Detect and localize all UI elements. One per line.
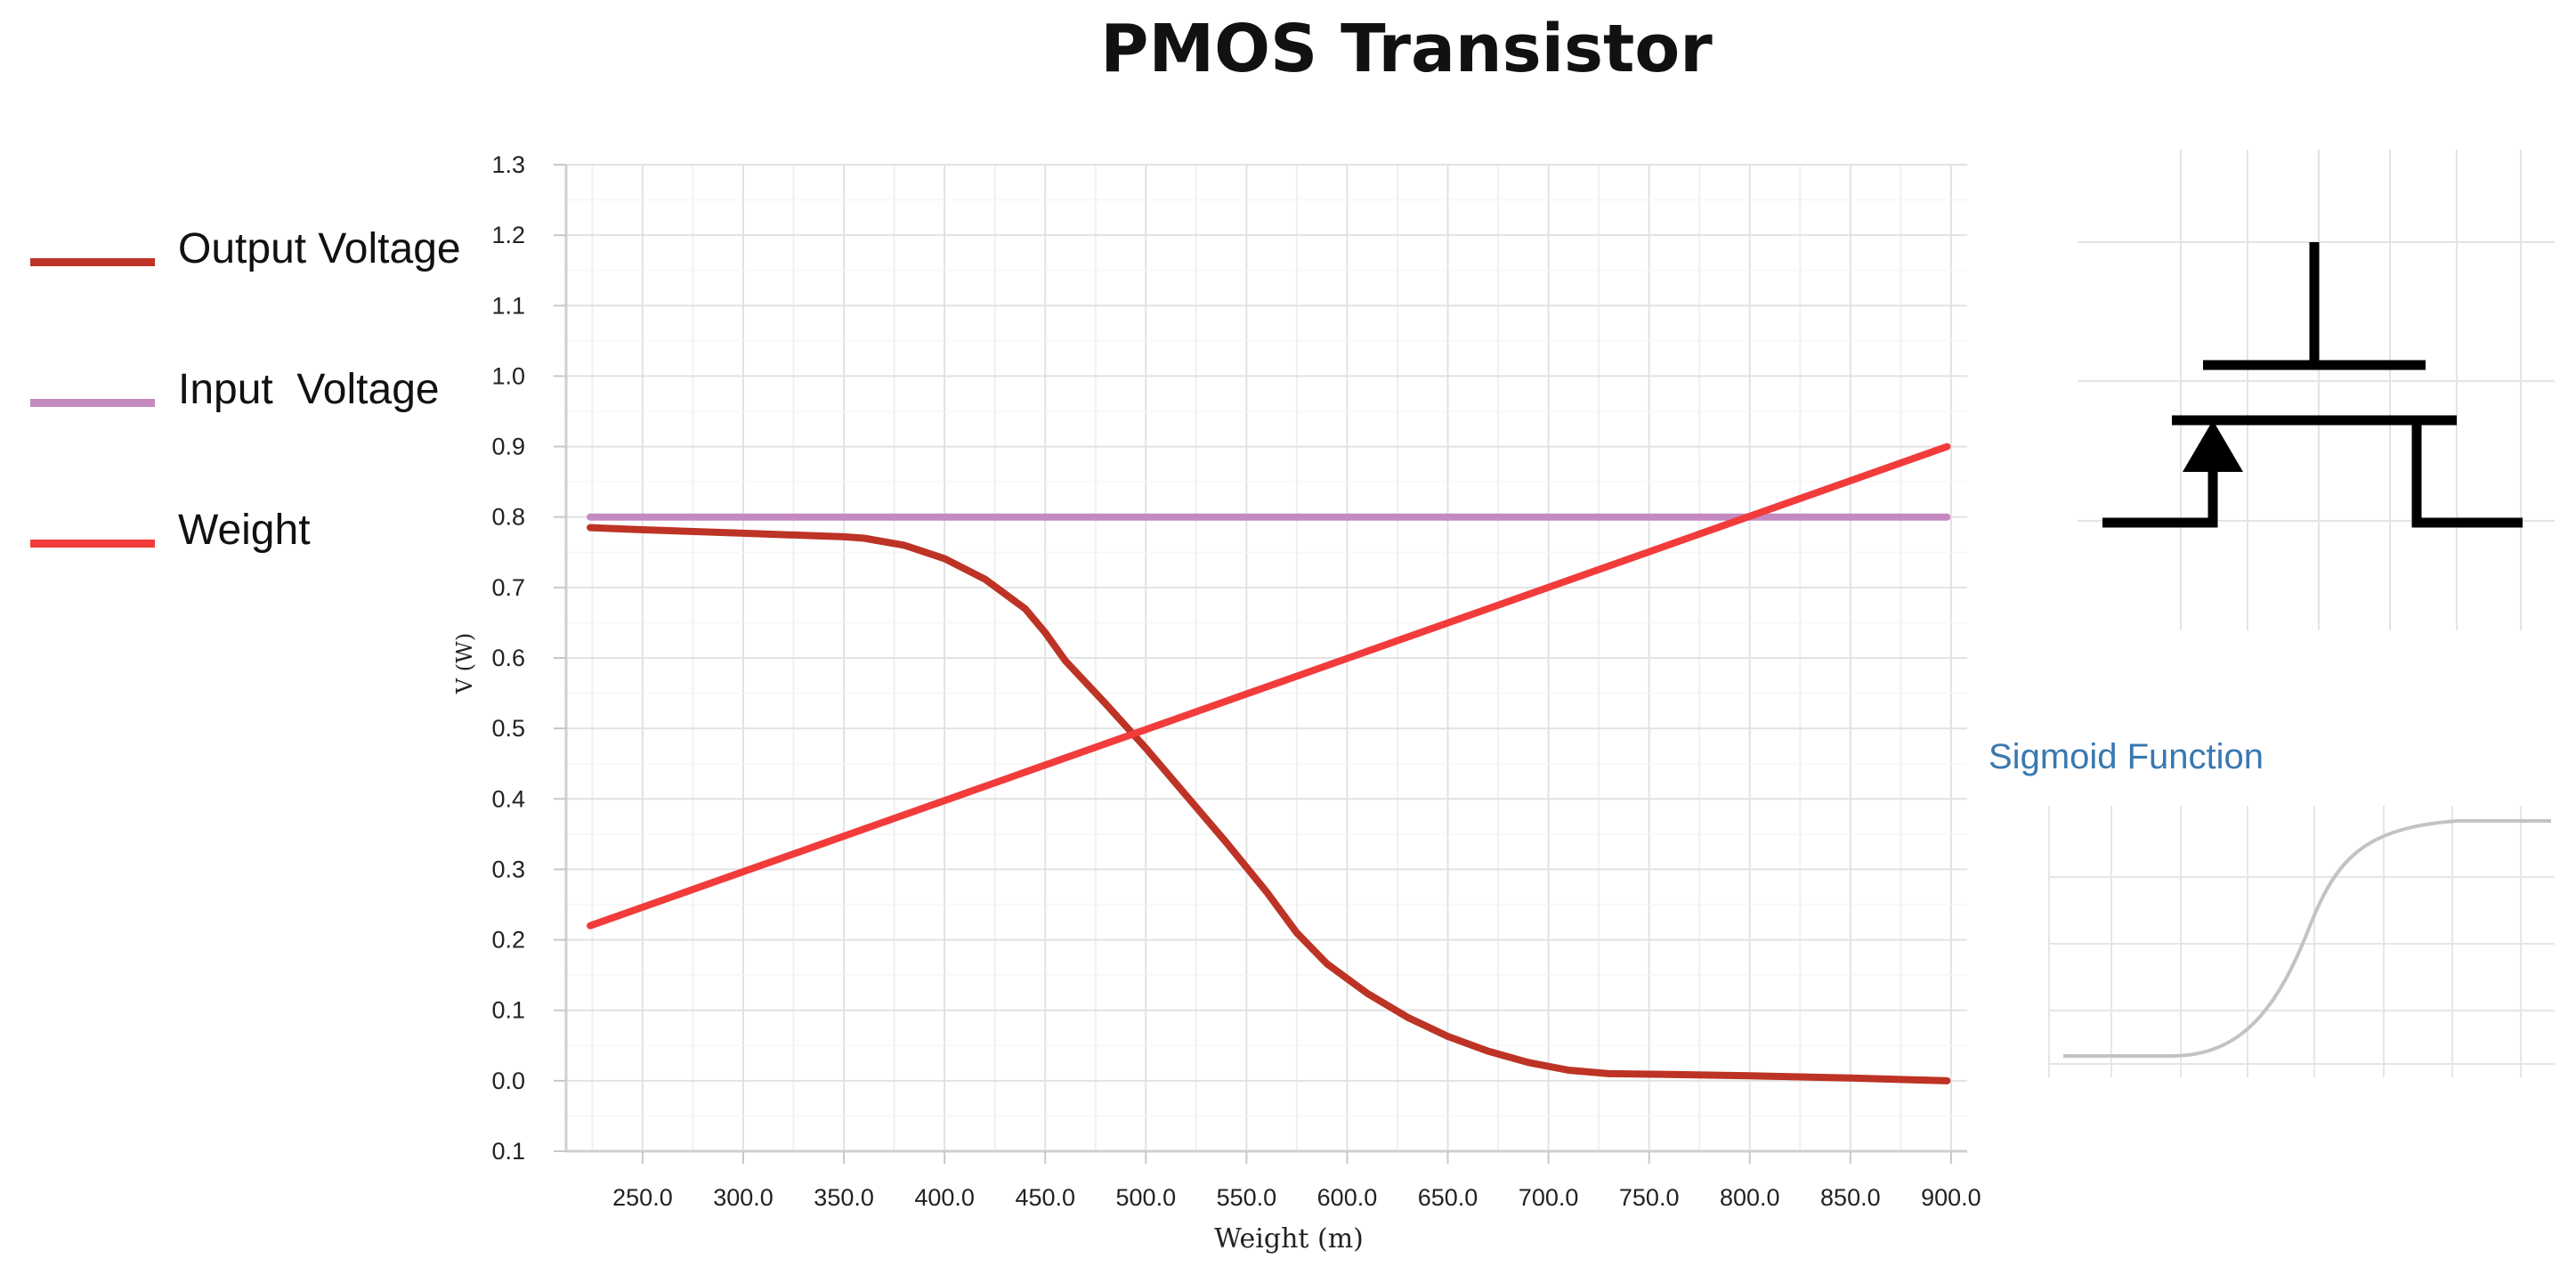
x-tick-label: 250.0 — [612, 1184, 673, 1211]
sigmoid-curve — [2063, 819, 2551, 1058]
y-tick-label: 0.7 — [491, 574, 525, 601]
legend-label-weight: Weight — [178, 507, 311, 554]
x-tick-label: 900.0 — [1921, 1184, 1981, 1211]
plot-labels: Weight (m) V (W) — [452, 633, 1364, 1255]
legend-label-input-voltage: Input Voltage — [178, 366, 440, 413]
x-tick-label: 850.0 — [1820, 1184, 1881, 1211]
legend-label-output-voltage: Output Voltage — [178, 225, 461, 272]
x-tick-label: 350.0 — [814, 1184, 874, 1211]
legend-swatch-input-voltage — [30, 399, 155, 407]
plot-grid — [566, 164, 1967, 1152]
x-tick-label: 650.0 — [1418, 1184, 1478, 1211]
legend-swatch-weight — [30, 540, 155, 548]
y-tick-label: 0.0 — [491, 1068, 525, 1094]
transistor-symbol — [2102, 242, 2523, 528]
y-tick-label: 1.3 — [491, 151, 525, 178]
y-tick-label: 0.2 — [491, 927, 525, 954]
arrow-icon — [2183, 420, 2243, 472]
y-tick-label: 0.9 — [491, 434, 525, 460]
y-tick-label: 0.3 — [491, 856, 525, 882]
series-line-output-voltage — [587, 524, 1951, 1084]
x-tick-label: 600.0 — [1317, 1184, 1378, 1211]
sigmoid-inset — [2048, 806, 2555, 1077]
x-tick-label: 800.0 — [1720, 1184, 1780, 1211]
y-tick-label: 0.4 — [491, 785, 525, 812]
x-axis-label: Weight (m) — [1214, 1223, 1364, 1255]
y-tick-label: 0.1 — [491, 997, 525, 1024]
legend-swatch-output-voltage — [30, 258, 155, 266]
y-tick-label: 0.5 — [491, 715, 525, 742]
x-tick-label: 700.0 — [1519, 1184, 1579, 1211]
x-tick-label: 450.0 — [1015, 1184, 1075, 1211]
x-tick-label: 750.0 — [1619, 1184, 1680, 1211]
y-tick-label: 0.8 — [491, 504, 525, 531]
series-line-weight — [587, 443, 1951, 930]
y-tick-label: 1.1 — [491, 292, 525, 319]
y-tick-label: 1.2 — [491, 222, 525, 248]
x-tick-label: 300.0 — [713, 1184, 774, 1211]
chart-title: PMOS Transistor — [1100, 11, 1713, 87]
plot-axes: 0.1 0.0 0.1 0.2 0.3 0.4 0.5 0.6 0.7 0.8 0.9 1.0 1.1 1… — [491, 151, 1981, 1211]
y-axis-label: V (W) — [452, 633, 477, 694]
y-tick-label: 1.0 — [491, 362, 525, 389]
y-tick-label: 0.6 — [491, 645, 525, 671]
plot-series — [587, 443, 1951, 1084]
x-tick-label: 400.0 — [914, 1184, 975, 1211]
schematic-grid — [2078, 150, 2555, 630]
sigmoid-title: Sigmoid Function — [1989, 737, 2264, 776]
x-tick-label: 550.0 — [1217, 1184, 1277, 1211]
y-tick-label: 0.1 — [491, 1138, 525, 1165]
x-tick-label: 500.0 — [1116, 1184, 1177, 1211]
pmos-schematic — [2078, 150, 2555, 630]
